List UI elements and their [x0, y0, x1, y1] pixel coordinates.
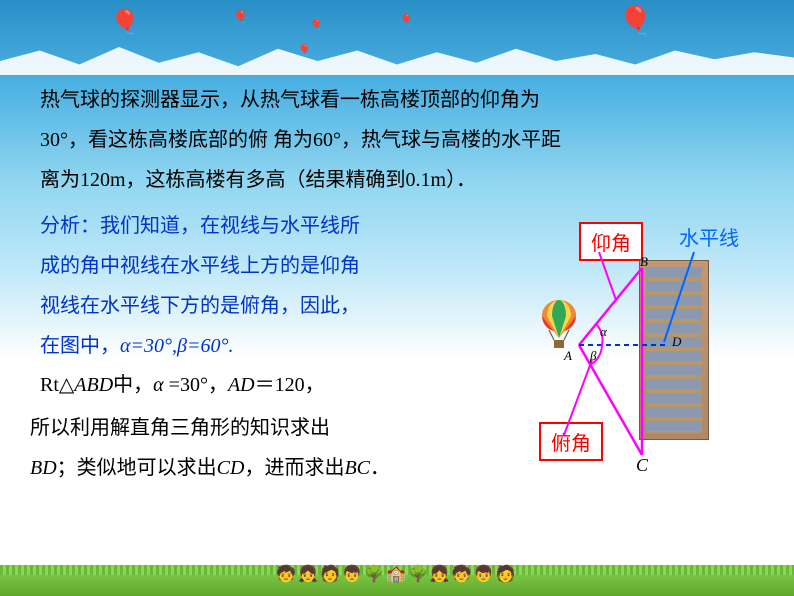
footer-decoration: 🧒👧🧑👦🌳🏫🌳👧🧒👦🧑	[276, 564, 517, 584]
concl-m1: ；类似地可以求出	[57, 457, 217, 479]
problem-text: 热气球的探测器显示，从热气球看一栋高楼顶部的仰角为 30°，看这栋高楼底部的俯 …	[40, 80, 754, 200]
sky-balloon: 🎈	[400, 15, 412, 26]
point-a: A	[564, 348, 572, 364]
sky-balloon: 🎈	[298, 45, 310, 56]
rt-mid: 中，	[113, 374, 153, 396]
angle-alpha: α	[600, 324, 607, 340]
concl-l1: 所以利用解直角三角形的知识求出	[30, 417, 330, 439]
rt-abd: ABD	[74, 374, 113, 396]
rt-pre: Rt△	[40, 374, 74, 396]
rt-eq2: ＝120，	[255, 374, 325, 396]
problem-line3: 离为120m，这栋高楼有多高（结果精确到0.1m）．	[40, 169, 476, 191]
rt-a: α	[153, 374, 164, 396]
sky-balloon: 🎈	[618, 4, 653, 38]
concl-bd: BD	[30, 457, 57, 479]
cloud-band	[0, 40, 794, 75]
concl-bc: BC	[344, 457, 370, 479]
angle-beta: β	[590, 348, 596, 364]
geometry-lines	[464, 230, 744, 480]
point-b: B	[640, 254, 648, 270]
analysis-l4b: α=30°,β=60°.	[120, 335, 233, 357]
sky-balloon: 🎈	[310, 20, 322, 31]
rt-ad: AD	[228, 374, 255, 396]
rt-eq1: =30°，	[164, 374, 228, 396]
point-d: D	[672, 334, 681, 350]
problem-line1: 热气球的探测器显示，从热气球看一栋高楼顶部的仰角为	[40, 89, 540, 111]
analysis-l1: 分析：我们知道，在视线与水平线所	[40, 215, 360, 237]
analysis-l4a: 在图中，	[40, 335, 120, 357]
concl-cd: CD	[217, 457, 245, 479]
problem-line2: 30°，看这栋高楼底部的俯 角为60°，热气球与高楼的水平距	[40, 129, 561, 151]
diagram: 仰角 水平线 俯角 A B C D α β	[464, 230, 744, 480]
concl-end: ．	[370, 457, 390, 479]
analysis-l3: 视线在水平线下方的是俯角，因此，	[40, 295, 360, 317]
analysis-text: 分析：我们知道，在视线与水平线所 成的角中视线在水平线上方的是仰角 视线在水平线…	[40, 206, 460, 366]
sky-balloon: 🎈	[110, 8, 140, 37]
sky-balloon: 🎈	[233, 10, 248, 25]
concl-m2: ，进而求出	[244, 457, 344, 479]
point-c: C	[636, 455, 648, 476]
analysis-l2: 成的角中视线在水平线上方的是仰角	[40, 255, 360, 277]
